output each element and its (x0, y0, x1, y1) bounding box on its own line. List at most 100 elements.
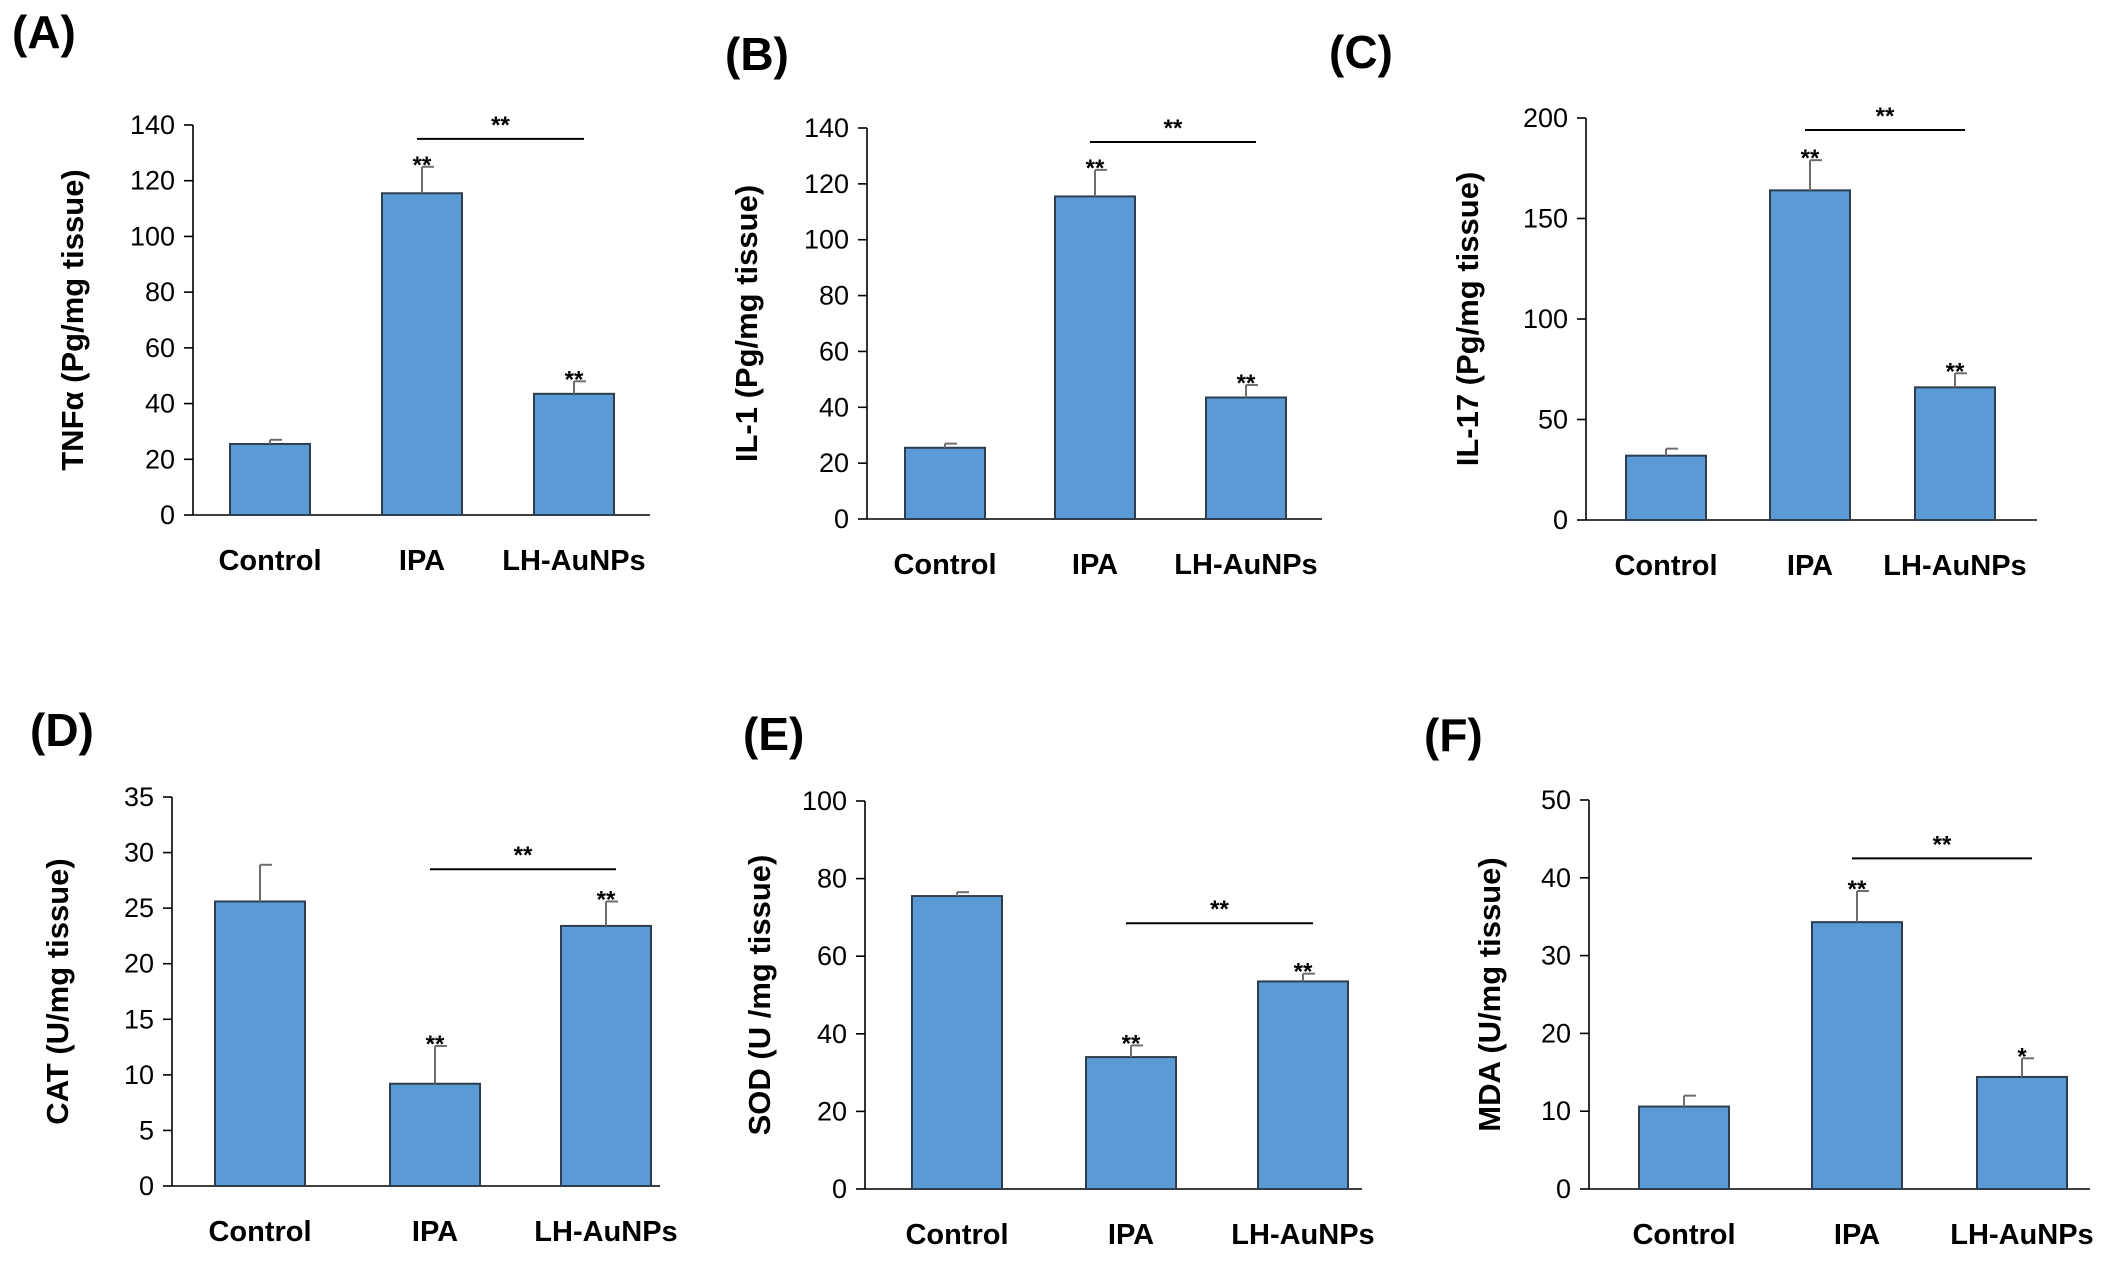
y-tick-label: 60 (819, 336, 849, 366)
chart-panel-d: (D) CAT (U/mg tissue) 0 5 10 15 20 25 30 35 Contro… (30, 704, 678, 1248)
y-axis-label: TNFα (Pg/mg tissue) (55, 169, 90, 471)
y-tick-label: 0 (1553, 505, 1568, 535)
bar-lh-aunps (1257, 980, 1349, 1190)
comparison-significance-label: ** (1210, 896, 1229, 923)
x-category-label: Control (218, 545, 321, 577)
y-tick-label: 35 (124, 782, 154, 812)
y-axis-label: IL-1 (Pg/mg tissue) (729, 185, 764, 462)
chart-panel-b: (B) IL-1 (Pg/mg tissue) 0 20 40 60 80 100 120 140… (725, 28, 1322, 581)
bar-control (911, 895, 1003, 1190)
y-tick-label: 20 (124, 949, 154, 979)
significance-label: ** (597, 886, 616, 913)
y-tick-label: 40 (145, 389, 175, 419)
y-tick-label: 20 (817, 1096, 847, 1126)
y-tick-label: 40 (1541, 863, 1571, 893)
chart-panel-e: (E) SOD (U /mg tissue) 0 20 40 60 80 100 Control… (742, 708, 1375, 1251)
panel-letter: (D) (30, 704, 94, 756)
x-category-label: Control (1614, 550, 1717, 582)
x-category-label: LH-AuNPs (534, 1216, 677, 1248)
bar-ipa (1054, 195, 1136, 521)
significance-label: ** (413, 152, 432, 179)
bar-ipa (389, 1082, 481, 1187)
chart-panel-c: (C) IL-17 (Pg/mg tissue) 0 50 100 150 200 Contr… (1329, 26, 2037, 582)
y-tick-label: 20 (819, 448, 849, 478)
y-tick-label: 40 (817, 1019, 847, 1049)
y-axis-label: IL-17 (Pg/mg tissue) (1450, 172, 1485, 467)
y-tick-label: 100 (804, 225, 849, 255)
panel-letter: (F) (1424, 709, 1483, 761)
y-tick-label: 0 (160, 500, 175, 530)
y-tick-label: 20 (1541, 1018, 1571, 1048)
y-axis-label: MDA (U/mg tissue) (1472, 857, 1507, 1131)
panel-letter: (B) (725, 28, 789, 80)
y-tick-label: 50 (1538, 405, 1568, 435)
y-tick-label: 0 (1556, 1174, 1571, 1204)
significance-label: ** (1122, 1030, 1141, 1057)
bar-control (1625, 454, 1707, 521)
panel-letter: (E) (743, 708, 804, 760)
bar-lh-aunps (533, 392, 615, 517)
bar-ipa (1811, 921, 1903, 1190)
x-category-label: LH-AuNPs (1883, 550, 2026, 582)
significance-label: ** (426, 1031, 445, 1058)
comparison-significance-label: ** (1876, 103, 1895, 130)
y-axis-label: CAT (U/mg tissue) (40, 858, 75, 1124)
y-tick-label: 100 (1523, 304, 1568, 334)
chart-panel-f: (F)MDA (U/mg tissue)01020304050Control**… (1424, 709, 2094, 1251)
comparison-significance-label: ** (514, 842, 533, 869)
bar-ipa (1085, 1056, 1177, 1190)
y-tick-label: 0 (834, 504, 849, 534)
bar-lh-aunps (1205, 396, 1287, 520)
y-tick-label: 30 (124, 838, 154, 868)
bar-lh-aunps (1914, 386, 1996, 521)
y-tick-label: 60 (817, 941, 847, 971)
chart-panel-a: (A) TNFα (Pg/mg tissue) 0 20 40 60 80 100 120 140… (12, 6, 650, 577)
x-category-label: IPA (1108, 1219, 1154, 1251)
y-tick-label: 140 (804, 113, 849, 143)
bar-lh-aunps (1976, 1075, 2068, 1191)
y-tick-label: 10 (1541, 1096, 1571, 1126)
y-tick-label: 60 (145, 333, 175, 363)
y-tick-label: 120 (804, 169, 849, 199)
y-tick-label: 80 (817, 864, 847, 894)
y-tick-label: 100 (802, 786, 847, 816)
x-category-label: IPA (412, 1216, 458, 1248)
x-category-label: LH-AuNPs (1950, 1219, 2093, 1251)
x-category-label: IPA (1072, 549, 1118, 581)
bar-control (1638, 1105, 1730, 1190)
y-tick-label: 20 (145, 444, 175, 474)
y-tick-label: 140 (130, 110, 175, 140)
significance-label: ** (1801, 145, 1820, 172)
y-tick-label: 5 (139, 1115, 154, 1145)
y-tick-label: 150 (1523, 204, 1568, 234)
x-category-label: IPA (1787, 550, 1833, 582)
x-category-label: Control (208, 1216, 311, 1248)
significance-label: ** (1086, 155, 1105, 182)
x-category-label: IPA (399, 545, 445, 577)
y-tick-label: 25 (124, 893, 154, 923)
y-tick-label: 80 (819, 281, 849, 311)
x-category-label: Control (905, 1219, 1008, 1251)
y-tick-label: 80 (145, 277, 175, 307)
x-category-label: Control (1632, 1219, 1735, 1251)
bar-control (229, 442, 311, 517)
x-category-label: IPA (1834, 1219, 1880, 1251)
significance-label: ** (1294, 959, 1313, 986)
significance-label: * (2017, 1043, 2027, 1070)
y-tick-label: 40 (819, 392, 849, 422)
comparison-significance-label: ** (1933, 831, 1952, 858)
x-category-label: Control (893, 549, 996, 581)
x-category-label: LH-AuNPs (502, 545, 645, 577)
y-tick-label: 200 (1523, 103, 1568, 133)
y-tick-label: 10 (124, 1060, 154, 1090)
bar-control (214, 900, 306, 1188)
significance-label: ** (1946, 358, 1965, 385)
y-axis-label: SOD (U /mg tissue) (742, 855, 777, 1136)
x-category-label: LH-AuNPs (1174, 549, 1317, 581)
y-tick-label: 100 (130, 221, 175, 251)
significance-label: ** (1848, 876, 1867, 903)
x-category-label: LH-AuNPs (1231, 1219, 1374, 1251)
panel-letter: (C) (1329, 26, 1393, 78)
significance-label: ** (565, 366, 584, 393)
y-tick-label: 30 (1541, 941, 1571, 971)
